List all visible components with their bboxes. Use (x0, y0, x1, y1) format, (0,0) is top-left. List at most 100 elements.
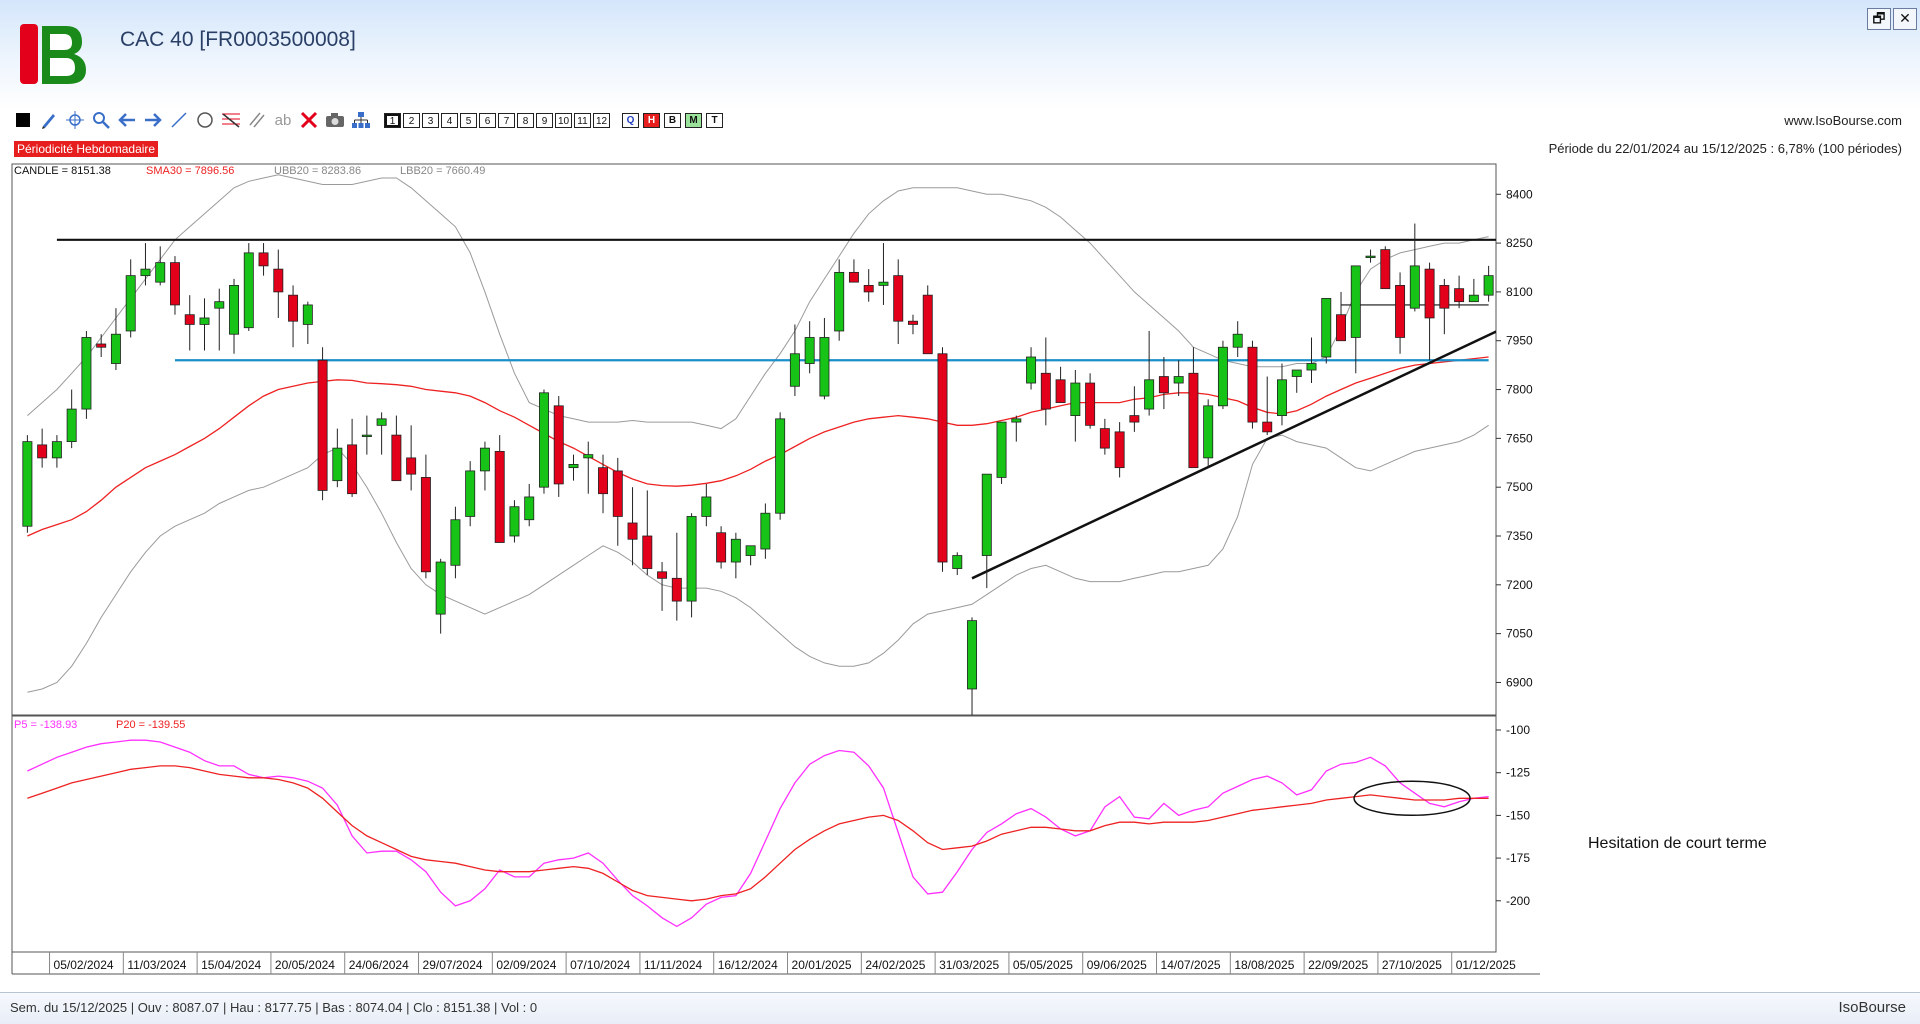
period-button-7[interactable]: 7 (498, 112, 515, 128)
candle-body (1380, 249, 1391, 290)
y-tick-label: 7800 (1506, 383, 1533, 397)
x-tick-label: 05/02/2024 (54, 958, 114, 972)
candle-body (1188, 372, 1199, 469)
candle-body (1291, 369, 1302, 377)
candle-body (170, 262, 180, 306)
channel-icon[interactable] (246, 109, 268, 131)
oscillator-panel-frame (11, 715, 1497, 953)
text-icon[interactable]: ab (272, 109, 294, 131)
fibonacci-icon[interactable] (220, 109, 242, 131)
x-tick-label: 29/07/2024 (423, 958, 483, 972)
period-button-1[interactable]: 1 (384, 112, 401, 128)
period-button-2[interactable]: 2 (403, 112, 420, 128)
candle-body (878, 281, 889, 286)
x-tick-label: 05/05/2025 (1013, 958, 1073, 972)
frequency-button-q[interactable]: Q (622, 112, 639, 128)
upper-bollinger-line (27, 174, 1489, 430)
period-button-11[interactable]: 11 (574, 112, 591, 128)
status-bar: Sem. du 15/12/2025 | Ouv : 8087.07 | Hau… (0, 992, 1920, 1024)
period-button-5[interactable]: 5 (460, 112, 477, 128)
candle-body (155, 262, 166, 283)
osc-y-tick-label: -125 (1506, 766, 1530, 780)
period-button-12[interactable]: 12 (593, 112, 610, 128)
candle-body (1173, 376, 1184, 384)
candle-body (1055, 379, 1066, 403)
candle-body (1247, 346, 1258, 423)
period-button-8[interactable]: 8 (517, 112, 534, 128)
camera-icon[interactable] (324, 109, 346, 131)
legend-entry: SMA30 = 7896.56 (146, 165, 234, 177)
text-tool-label: ab (274, 111, 292, 129)
arrow-left-icon[interactable] (116, 109, 138, 131)
candle-body (317, 359, 328, 491)
candle-body (598, 467, 608, 495)
y-tick-label: 8250 (1506, 236, 1533, 250)
restore-button[interactable]: 🗗 (1867, 8, 1891, 30)
oscillator-p5-line (27, 739, 1489, 928)
frequency-button-h[interactable]: H (643, 112, 660, 128)
period-button-9[interactable]: 9 (536, 112, 553, 128)
y-tick-label: 7350 (1506, 529, 1533, 543)
x-tick-label: 11/11/2024 (644, 958, 703, 972)
period-button-4[interactable]: 4 (441, 112, 458, 128)
candle-body (391, 434, 402, 482)
y-tick-label: 7050 (1506, 627, 1533, 641)
osc-y-tick-label: -100 (1506, 723, 1530, 737)
x-tick-label: 20/05/2024 (275, 958, 335, 972)
candle-body (1203, 405, 1214, 459)
y-tick-label: 7650 (1506, 431, 1533, 445)
candle-body (509, 506, 520, 537)
candle-body (450, 519, 461, 566)
period-button-6[interactable]: 6 (479, 112, 496, 128)
circle-icon[interactable] (194, 109, 216, 131)
zoom-icon[interactable] (90, 109, 112, 131)
candle-body (804, 337, 815, 364)
crosshair-icon[interactable] (64, 109, 86, 131)
period-button-10[interactable]: 10 (555, 112, 572, 128)
candle-body (657, 571, 668, 579)
period-button-3[interactable]: 3 (422, 112, 439, 128)
delete-icon[interactable] (298, 109, 320, 131)
candle-body (1395, 284, 1406, 338)
x-tick-label: 31/03/2025 (939, 958, 999, 972)
frequency-button-t[interactable]: T (706, 112, 723, 128)
candle-body (1232, 333, 1243, 348)
candle-body (258, 252, 269, 267)
chart-area[interactable]: 8400 8250 8100 7950 7800 7650 7500 7350 7200 7050… (0, 0, 1920, 992)
candle-body (140, 268, 151, 277)
candle-body (1306, 363, 1317, 371)
period-summary: Période du 22/01/2024 au 15/12/2025 : 6,… (1548, 141, 1902, 156)
candle-body (1483, 275, 1494, 296)
x-tick-label: 24/02/2025 (865, 958, 925, 972)
candle-body (96, 343, 107, 348)
candle-body (435, 561, 446, 615)
candle-body (834, 271, 845, 332)
candle-body (22, 441, 33, 527)
candle-body (893, 275, 904, 322)
y-tick-label: 8400 (1506, 187, 1533, 201)
pencil-icon[interactable] (38, 109, 60, 131)
frequency-button-b[interactable]: B (664, 112, 681, 128)
x-tick-label: 27/10/2025 (1382, 958, 1442, 972)
candle-body (376, 418, 387, 426)
candle-body (848, 271, 859, 283)
candle-body (1468, 294, 1479, 303)
candle-body (775, 418, 786, 514)
candle-body (1454, 288, 1465, 303)
y-tick-label: 7200 (1506, 578, 1533, 592)
arrow-right-icon[interactable] (142, 109, 164, 131)
color-square-icon[interactable] (12, 109, 34, 131)
hierarchy-icon[interactable] (350, 109, 372, 131)
candle-body (952, 555, 963, 569)
x-tick-label: 20/01/2025 (792, 958, 852, 972)
trend-line (971, 330, 1496, 580)
x-tick-label: 02/09/2024 (496, 958, 556, 972)
line-icon[interactable] (168, 109, 190, 131)
isobourse-logo (20, 24, 86, 84)
close-button[interactable]: ✕ (1893, 8, 1917, 30)
candle-body (1217, 346, 1228, 407)
site-url[interactable]: www.IsoBourse.com (1784, 113, 1902, 128)
frequency-button-m[interactable]: M (685, 112, 702, 128)
candle-body (199, 317, 210, 325)
